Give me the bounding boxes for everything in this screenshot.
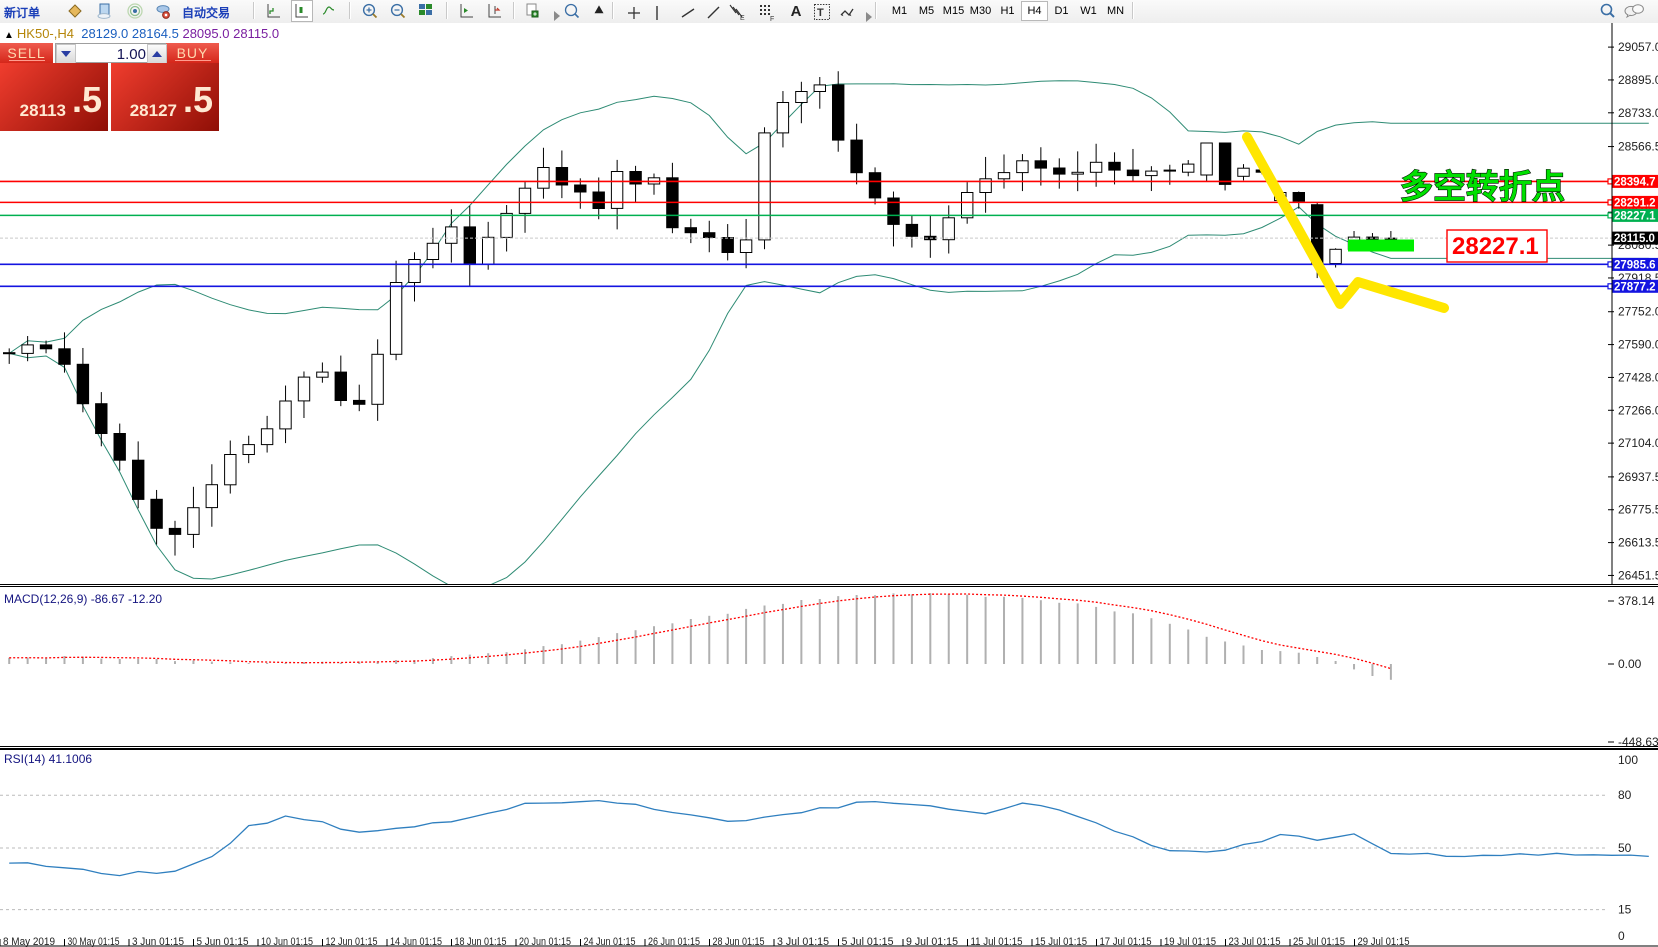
svg-text:26937.5: 26937.5 [1618,470,1658,484]
svg-text:5 Jun 01:15: 5 Jun 01:15 [197,936,249,947]
svg-text:28733.0: 28733.0 [1618,106,1658,120]
svg-text:27752.0: 27752.0 [1618,305,1658,319]
svg-text:9 Jul 01:15: 9 Jul 01:15 [906,936,958,947]
svg-text:多空转折点: 多空转折点 [1400,168,1565,205]
svg-text:27266.0: 27266.0 [1618,403,1658,417]
svg-text:28115.0: 28115.0 [1614,233,1655,245]
svg-text:8 May 2019: 8 May 2019 [3,936,55,947]
svg-text:27877.2: 27877.2 [1614,281,1656,293]
svg-text:12 Jun 01:15: 12 Jun 01:15 [326,936,378,947]
svg-text:28227.1: 28227.1 [1614,210,1656,222]
svg-text:0: 0 [1618,929,1625,943]
svg-text:11 Jul 01:15: 11 Jul 01:15 [971,936,1023,947]
svg-text:26613.5: 26613.5 [1618,536,1658,550]
svg-text:100: 100 [1618,753,1638,767]
svg-text:18 Jun 01:15: 18 Jun 01:15 [455,936,507,947]
svg-text:28566.5: 28566.5 [1618,140,1658,154]
svg-text:24 Jun 01:15: 24 Jun 01:15 [584,936,636,947]
svg-text:19 Jul 01:15: 19 Jul 01:15 [1164,936,1216,947]
svg-text:10 Jun 01:15: 10 Jun 01:15 [261,936,313,947]
svg-text:3 Jun 01:15: 3 Jun 01:15 [132,936,184,947]
svg-text:28 Jun 01:15: 28 Jun 01:15 [713,936,765,947]
svg-text:0.00: 0.00 [1618,657,1642,671]
svg-text:E: E [740,15,745,21]
svg-text:28227.1: 28227.1 [1452,233,1539,260]
svg-text:14 Jun 01:15: 14 Jun 01:15 [390,936,442,947]
svg-text:29057.0: 29057.0 [1618,40,1658,54]
svg-text:26775.5: 26775.5 [1618,503,1658,517]
svg-text:23 Jul 01:15: 23 Jul 01:15 [1229,936,1281,947]
svg-text:17 Jul 01:15: 17 Jul 01:15 [1100,936,1152,947]
svg-text:29 Jul 01:15: 29 Jul 01:15 [1358,936,1410,947]
svg-text:26451.5: 26451.5 [1618,568,1658,582]
svg-text:30 May 01:15: 30 May 01:15 [68,936,120,947]
svg-text:20 Jun 01:15: 20 Jun 01:15 [519,936,571,947]
svg-text:27428.0: 27428.0 [1618,370,1658,384]
svg-text:27985.6: 27985.6 [1614,259,1656,271]
svg-text:80: 80 [1618,788,1632,802]
svg-text:F: F [770,16,774,21]
svg-text:26 Jun 01:15: 26 Jun 01:15 [648,936,700,947]
svg-text:T: T [817,7,824,19]
svg-text:28394.7: 28394.7 [1614,176,1656,188]
svg-text:5 Jul 01:15: 5 Jul 01:15 [842,936,894,947]
svg-text:28291.2: 28291.2 [1614,197,1656,209]
svg-text:28895.0: 28895.0 [1618,73,1658,87]
svg-text:15 Jul 01:15: 15 Jul 01:15 [1035,936,1087,947]
svg-text:25 Jul 01:15: 25 Jul 01:15 [1293,936,1345,947]
svg-text:27590.0: 27590.0 [1618,338,1658,352]
svg-text:27104.0: 27104.0 [1618,436,1658,450]
svg-text:15: 15 [1618,903,1632,917]
svg-text:378.14: 378.14 [1618,594,1655,608]
svg-text:50: 50 [1618,841,1632,855]
svg-text:3 Jul 01:15: 3 Jul 01:15 [777,936,829,947]
